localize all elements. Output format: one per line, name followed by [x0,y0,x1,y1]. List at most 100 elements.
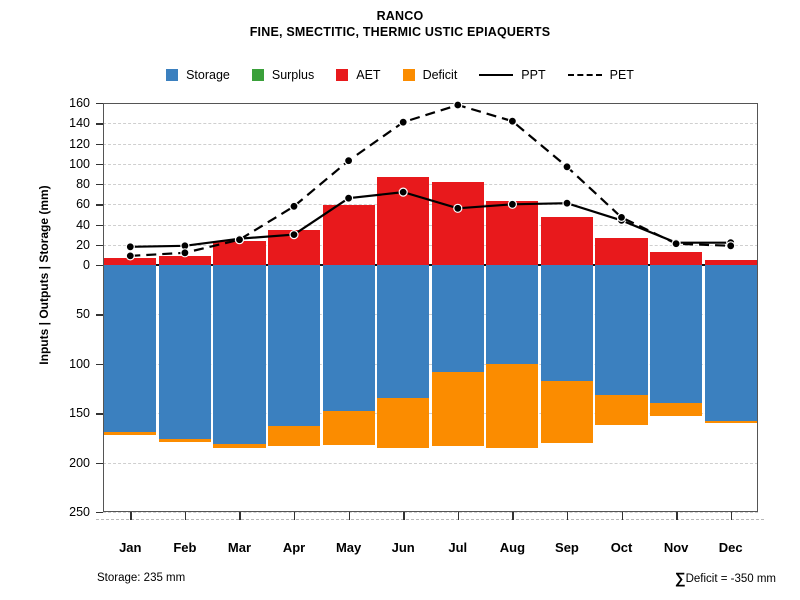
legend-item-storage[interactable]: Storage [166,68,230,82]
x-tick-label-jan: Jan [119,540,142,555]
bar-storage [540,265,594,381]
x-tick-mark [239,512,241,520]
bar-storage [158,265,211,439]
y-tick-mark [96,314,103,316]
legend-item-deficit[interactable]: Deficit [402,68,458,82]
x-tick-mark [457,512,460,520]
x-tick-mark [621,512,623,520]
square-marker [251,69,264,81]
y-axis-label: Inputs | Outputs | Storage (mm) [37,185,51,365]
y-tick-mark [96,143,103,145]
y-tick-mark [96,184,103,186]
x-tick-label-oct: Oct [610,540,633,555]
y-tick-label: 0 [83,258,90,272]
gridline [103,512,758,513]
storage-note: Storage: 235 mm [97,572,186,584]
legend-item-surplus[interactable]: Surplus [251,68,315,82]
y-tick-mark [96,204,103,206]
y-tick-label: 250 [69,505,90,519]
y-tick-mark [96,363,103,366]
y-tick-label: 120 [69,136,90,151]
y-tick-label: 160 [69,96,90,110]
y-tick-label: 140 [69,116,90,131]
bar-aet [704,259,757,265]
y-tick-mark [96,265,103,267]
y-tick-mark [96,224,103,226]
bar-aet [104,257,157,265]
bar-aet [540,217,594,265]
legend-item-ppt[interactable]: PPT [479,68,546,82]
x-tick-mark [730,512,733,520]
bar-storage [704,265,757,422]
y-tick-label: 150 [69,406,90,421]
chart-title: RANCO [376,9,424,23]
deficit-note-text: Deficit = -350 mm [685,573,776,585]
bar-storage [213,265,266,444]
bar-storage [104,265,157,432]
y-tick-label: 40 [76,217,90,232]
y-tick-label: 200 [69,455,90,470]
y-tick-mark [96,244,103,247]
x-tick-mark [294,512,296,520]
x-tick-mark [512,512,514,520]
x-axis-baseline [96,519,764,520]
legend-label: PET [609,68,634,82]
x-tick-label-feb: Feb [173,540,197,555]
x-tick-label-sep: Sep [555,540,579,555]
bar-storage [267,265,321,427]
bar-storage [377,265,430,399]
x-tick-mark [676,512,678,520]
y-tick-mark [96,163,103,166]
y-tick-label: 100 [69,356,90,371]
y-tick-label: 80 [76,177,90,191]
x-tick-mark [403,512,405,520]
y-tick-label: 100 [69,156,90,171]
bar-deficit [431,371,484,446]
plot-area [103,103,758,512]
x-tick-label-nov: Nov [663,540,689,555]
bar-deficit [104,431,157,435]
y-tick-mark [96,512,103,514]
chart-legend: Storage Surplus AET Deficit PPT PET [0,68,800,82]
plot-border-right [757,103,759,512]
x-tick-mark [130,512,132,520]
bar-aet [595,237,648,265]
x-tick-mark [566,512,569,520]
square-marker [166,69,179,81]
square-marker [402,69,415,81]
bar-deficit [322,411,375,445]
y-tick-mark [96,413,103,415]
bar-storage [595,265,648,396]
bar-aet [377,176,430,265]
legend-label: PPT [521,68,546,82]
y-tick-label: 60 [76,197,90,212]
y-tick-mark [96,103,103,105]
bar-deficit [158,438,211,442]
gridline [103,314,758,316]
y-tick-label: 50 [76,307,90,322]
legend-item-aet[interactable]: AET [336,68,381,82]
gridline [103,363,758,365]
sigma-icon: ∑ [674,570,686,587]
x-tick-label-may: May [335,540,362,555]
legend-label: Surplus [271,68,315,82]
deficit-note: ∑Deficit = -350 mm [675,570,776,587]
bar-storage [486,265,539,364]
bar-deficit [213,443,266,448]
legend-label: AET [356,68,381,82]
legend-label: Storage [186,68,230,82]
bar-storage [650,265,703,404]
x-tick-label-mar: Mar [227,540,252,555]
bar-storage [431,265,484,372]
gridline [103,462,758,464]
bar-aet [431,181,484,265]
legend-label: Deficit [422,68,458,82]
legend-item-pet[interactable]: PET [567,68,634,82]
bar-deficit [595,395,648,426]
bar-aet [267,229,321,265]
square-marker [336,69,349,81]
bar-deficit [267,426,321,446]
x-tick-label-jun: Jun [391,540,415,555]
y-tick-mark [96,123,103,125]
